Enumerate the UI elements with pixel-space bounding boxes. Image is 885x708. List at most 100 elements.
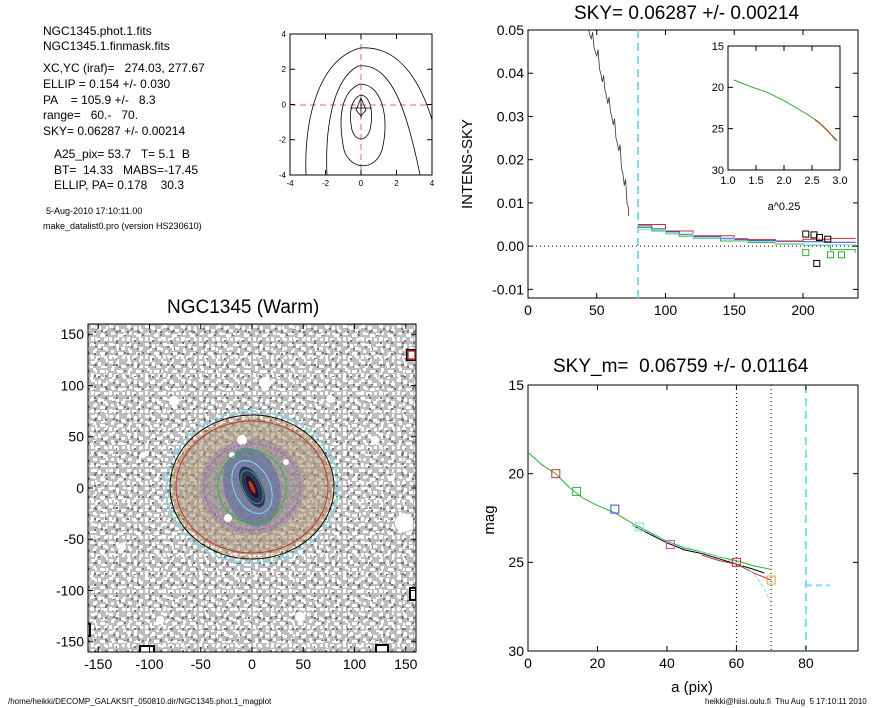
- inset-xtick-label: 1.0: [720, 175, 735, 187]
- mag-xlabel: a (pix): [671, 679, 713, 696]
- mag-ytick-label: 15: [508, 377, 524, 393]
- sky-marker: [816, 233, 823, 241]
- image-xtick-label: 150: [394, 656, 418, 672]
- sky-ytick-label: 0.01: [497, 195, 524, 211]
- image-ytick-label: 0: [76, 480, 84, 496]
- mag-xtick-label: 80: [798, 655, 814, 671]
- sky-ytick-label: -0.01: [492, 281, 524, 297]
- inset-ytick-label: 15: [712, 41, 724, 53]
- mag-panel: 0 20 40 60 80 15 20 25 30 mag a (pix): [481, 377, 859, 696]
- mag-plot-title: SKY_m= 0.06759 +/- 0.01164: [553, 356, 809, 377]
- sky-xtick-label: 100: [654, 302, 678, 318]
- contour-xtick-label: 0: [359, 179, 364, 188]
- image-xtick-label: -150: [84, 656, 112, 672]
- mag-ytick-label: 30: [508, 643, 524, 659]
- sky-marker: [802, 249, 810, 257]
- mag-xtick-label: 0: [524, 655, 532, 671]
- image-ytick-label: -50: [64, 531, 84, 547]
- contour-ytick-label: 4: [282, 30, 287, 39]
- mag-xtick-label: 40: [659, 655, 675, 671]
- image-plot-title: NGC1345 (Warm): [167, 297, 320, 318]
- mag-xtick-label: 20: [590, 655, 606, 671]
- image-xtick-label: 0: [248, 656, 256, 672]
- sky-ytick-label: 0.00: [497, 238, 524, 254]
- sky-marker: [802, 230, 810, 238]
- mag-marker: [665, 540, 675, 550]
- inset-ytick-label: 30: [712, 165, 724, 177]
- image-ytick-label: 150: [61, 326, 85, 342]
- image-panel: -150 -100 -50 0 50 100 150 150 100 50 0 -50 -100 -150: [56, 323, 418, 672]
- sky-inset: 1.0 1.5 2.0 2.5 3.0 15 20 25 30 a^0.25: [712, 41, 848, 213]
- image-xtick-label: -50: [191, 656, 211, 672]
- inset-xtick-label: 1.5: [748, 175, 763, 187]
- contour-xtick-label: 2: [394, 179, 399, 188]
- sky-plot-title: SKY= 0.06287 +/- 0.00214: [574, 3, 800, 24]
- mag-marker: [731, 557, 741, 567]
- mag-xtick-label: 60: [729, 655, 745, 671]
- sky-xtick-label: 200: [791, 302, 815, 318]
- sky-marker: [824, 235, 832, 243]
- contour-ytick-label: -4: [279, 171, 287, 180]
- image-ytick-label: 50: [68, 429, 84, 445]
- info-ellippa: ELLIP, PA= 0.178 30.3: [54, 178, 184, 192]
- sky-ylabel: INTENS-SKY: [459, 119, 476, 209]
- sky-xtick-label: 0: [524, 302, 532, 318]
- contour-panel: -4 -2 0 2 4 4 2 0 -2 -4: [279, 30, 435, 188]
- mag-marker: [610, 504, 620, 514]
- info-bt: BT= 14.33 MABS=-17.45: [54, 163, 199, 177]
- sky-ytick-label: 0.03: [497, 108, 524, 124]
- sky-marker: [838, 251, 845, 259]
- mag-series-2: [701, 554, 772, 581]
- info-file1: NGC1345.phot.1.fits: [43, 24, 152, 38]
- sky-xtick-label: 50: [589, 302, 605, 318]
- contour-ytick-label: -2: [279, 136, 287, 145]
- inset-xtick-label: 2.5: [804, 175, 819, 187]
- mag-marker: [766, 575, 776, 585]
- inset-xlabel: a^0.25: [768, 201, 801, 213]
- image-ytick-label: -150: [56, 634, 84, 650]
- mag-series-0: [527, 452, 772, 570]
- mag-ytick-label: 20: [508, 466, 524, 482]
- inset-xtick-label: 3.0: [832, 175, 847, 187]
- mag-marker: [551, 469, 561, 479]
- info-range: range= 60.- 70.: [43, 108, 139, 122]
- contour-xtick-label: -2: [322, 179, 330, 188]
- info-sky: SKY= 0.06287 +/- 0.00214: [43, 124, 186, 138]
- sky-series-3: [638, 229, 856, 247]
- inset-xtick-label: 2.0: [776, 175, 791, 187]
- footer-user: heikki@hiisi.oulu.fi Thu Aug 5 17:10:11 …: [705, 697, 867, 706]
- mag-ytick-label: 25: [508, 554, 524, 570]
- mag-ylabel: mag: [481, 505, 498, 534]
- contour-ytick-label: 0: [282, 100, 287, 109]
- sky-ytick-label: 0.02: [497, 152, 524, 168]
- footer-path: /home/heikki/DECOMP_GALAKSIT_050810.dir/…: [8, 697, 272, 706]
- inset-ytick-label: 20: [712, 82, 724, 94]
- image-ytick-label: 100: [61, 377, 85, 393]
- info-pa: PA = 105.9 +/- 8.3: [43, 93, 156, 107]
- inset-series-1: [814, 119, 838, 142]
- sky-marker: [827, 251, 834, 259]
- sky-ytick-label: 0.04: [497, 65, 524, 81]
- mag-series-3: [631, 524, 772, 604]
- info-date: 5-Aug-2010 17:10:11.00: [46, 206, 143, 216]
- sky-profile-line: [588, 29, 629, 216]
- info-a25: A25_pix= 53.7 T= 5.1 B: [54, 147, 190, 161]
- image-xtick-label: 100: [343, 656, 367, 672]
- info-program: make_datalist0.pro (version HS230610): [43, 221, 202, 231]
- image-xtick-label: -100: [135, 656, 163, 672]
- info-xcyc: XC,YC (iraf)= 274.03, 277.67: [43, 61, 205, 75]
- contour-ytick-label: 2: [282, 65, 287, 74]
- mag-series-1: [631, 524, 765, 574]
- info-file2: NGC1345.1.finmask.fits: [43, 39, 170, 53]
- image-xtick-label: 50: [295, 656, 311, 672]
- contour-xtick-label: -4: [286, 179, 294, 188]
- sky-marker: [813, 259, 821, 267]
- inset-ytick-label: 25: [712, 124, 724, 136]
- mag-marker: [634, 522, 644, 532]
- sky-panel: 0 50 100 150 200 0.05 0.04 0.03 0.02 0.01 0.00 -0.0…: [459, 22, 859, 318]
- sky-ytick-label: 0.05: [497, 22, 524, 38]
- sky-xtick-label: 150: [723, 302, 747, 318]
- info-ellip: ELLIP = 0.154 +/- 0.030: [43, 77, 171, 91]
- mag-marker: [572, 486, 582, 496]
